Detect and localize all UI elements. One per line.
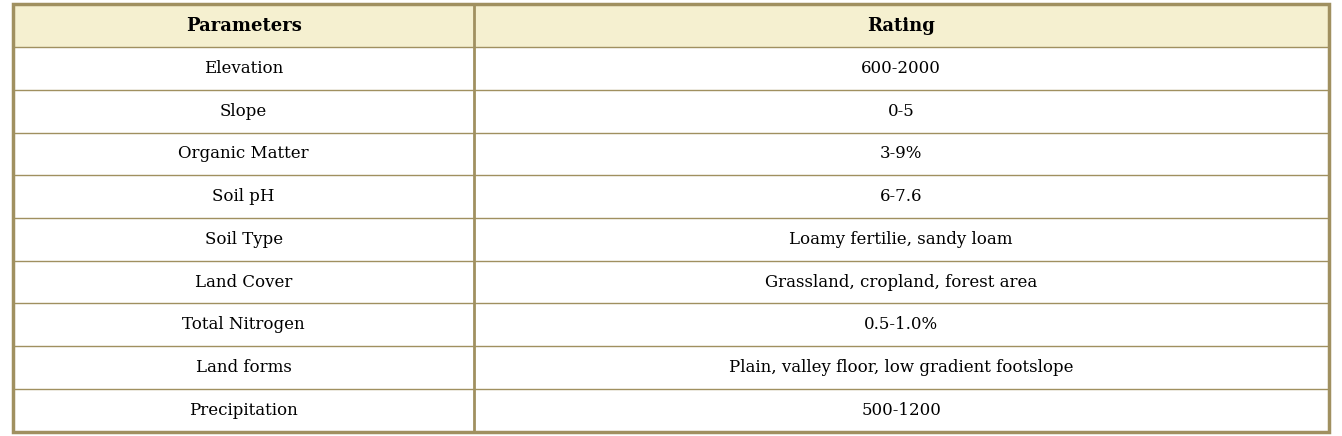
Text: Rating: Rating [867, 17, 935, 35]
Bar [474, 261, 1329, 303]
Bar [13, 90, 474, 133]
Bar [474, 303, 1329, 346]
Text: Land forms: Land forms [196, 359, 291, 376]
Text: Loamy fertilie, sandy loam: Loamy fertilie, sandy loam [789, 231, 1013, 248]
Bar [474, 175, 1329, 218]
Text: 3-9%: 3-9% [880, 146, 922, 162]
Text: Soil pH: Soil pH [212, 188, 275, 205]
Bar [13, 218, 474, 261]
Text: Grassland, cropland, forest area: Grassland, cropland, forest area [765, 274, 1037, 290]
Bar [13, 346, 474, 389]
Text: 500-1200: 500-1200 [862, 402, 941, 419]
Text: 0-5: 0-5 [888, 103, 914, 119]
Bar [13, 303, 474, 346]
Text: Land Cover: Land Cover [195, 274, 293, 290]
Bar [13, 133, 474, 175]
Bar [474, 133, 1329, 175]
Text: 0.5-1.0%: 0.5-1.0% [864, 317, 938, 333]
Bar [13, 175, 474, 218]
Text: Parameters: Parameters [185, 17, 302, 35]
Text: Slope: Slope [220, 103, 267, 119]
Text: 600-2000: 600-2000 [862, 60, 941, 77]
Bar [474, 90, 1329, 133]
Bar [474, 4, 1329, 47]
Text: Plain, valley floor, low gradient footslope: Plain, valley floor, low gradient footsl… [729, 359, 1074, 376]
Bar [474, 47, 1329, 90]
Bar [13, 389, 474, 432]
Text: Total Nitrogen: Total Nitrogen [183, 317, 305, 333]
Text: Precipitation: Precipitation [189, 402, 298, 419]
Bar [13, 4, 474, 47]
Bar [13, 261, 474, 303]
Text: Organic Matter: Organic Matter [178, 146, 309, 162]
Text: 6-7.6: 6-7.6 [880, 188, 922, 205]
Bar [13, 47, 474, 90]
Bar [474, 346, 1329, 389]
Text: Elevation: Elevation [204, 60, 283, 77]
Bar [474, 218, 1329, 261]
Text: Soil Type: Soil Type [204, 231, 283, 248]
Bar [474, 389, 1329, 432]
